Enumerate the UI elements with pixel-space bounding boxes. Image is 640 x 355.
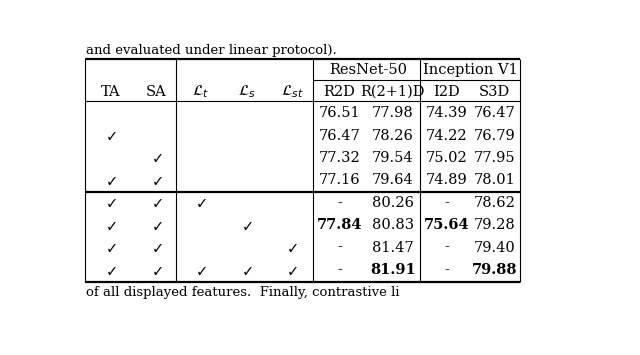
Text: -: - (337, 241, 342, 255)
Text: -: - (337, 196, 342, 210)
Text: 81.91: 81.91 (370, 263, 416, 277)
Text: $\mathcal{L}_t$: $\mathcal{L}_t$ (193, 83, 210, 100)
Text: -: - (444, 196, 449, 210)
Text: $\checkmark$: $\checkmark$ (150, 240, 163, 255)
Text: ResNet-50: ResNet-50 (330, 63, 408, 77)
Text: 77.84: 77.84 (317, 218, 362, 232)
Text: -: - (444, 241, 449, 255)
Text: 81.47: 81.47 (372, 241, 414, 255)
Text: -: - (444, 263, 449, 277)
Text: SA: SA (146, 85, 167, 99)
Text: $\checkmark$: $\checkmark$ (241, 263, 253, 278)
Text: 80.83: 80.83 (372, 218, 414, 232)
Text: $\checkmark$: $\checkmark$ (150, 263, 163, 278)
Text: $\checkmark$: $\checkmark$ (195, 263, 207, 278)
Text: 76.47: 76.47 (319, 129, 360, 143)
Text: $\checkmark$: $\checkmark$ (150, 218, 163, 233)
Text: $\checkmark$: $\checkmark$ (150, 173, 163, 188)
Text: 75.02: 75.02 (426, 151, 467, 165)
Text: and evaluated under linear protocol).: and evaluated under linear protocol). (86, 44, 337, 57)
Text: 77.98: 77.98 (372, 106, 414, 120)
Text: R2D: R2D (323, 85, 355, 99)
Text: S3D: S3D (479, 85, 510, 99)
Text: 78.26: 78.26 (372, 129, 414, 143)
Text: R(2+1)D: R(2+1)D (361, 85, 425, 99)
Text: 80.26: 80.26 (372, 196, 414, 210)
Text: 74.89: 74.89 (426, 173, 467, 187)
Text: $\checkmark$: $\checkmark$ (105, 173, 117, 188)
Text: 78.01: 78.01 (474, 173, 515, 187)
Text: $\checkmark$: $\checkmark$ (105, 128, 117, 143)
Text: $\checkmark$: $\checkmark$ (105, 263, 117, 278)
Text: 78.62: 78.62 (474, 196, 515, 210)
Text: 77.95: 77.95 (474, 151, 515, 165)
Text: $\checkmark$: $\checkmark$ (150, 195, 163, 210)
Text: 79.54: 79.54 (372, 151, 414, 165)
Text: 75.64: 75.64 (424, 218, 469, 232)
Text: 79.88: 79.88 (472, 263, 517, 277)
Text: $\checkmark$: $\checkmark$ (105, 218, 117, 233)
Text: 76.79: 76.79 (474, 129, 515, 143)
Text: TA: TA (101, 85, 121, 99)
Text: 74.39: 74.39 (426, 106, 467, 120)
Text: 76.47: 76.47 (474, 106, 515, 120)
Text: 77.16: 77.16 (319, 173, 360, 187)
Text: $\checkmark$: $\checkmark$ (105, 195, 117, 210)
Text: $\checkmark$: $\checkmark$ (105, 240, 117, 255)
Text: Inception V1: Inception V1 (423, 63, 518, 77)
Text: -: - (337, 263, 342, 277)
Text: 77.32: 77.32 (319, 151, 360, 165)
Text: 79.64: 79.64 (372, 173, 414, 187)
Text: $\mathcal{L}_s$: $\mathcal{L}_s$ (237, 83, 255, 100)
Text: 76.51: 76.51 (319, 106, 360, 120)
Text: $\checkmark$: $\checkmark$ (287, 240, 298, 255)
Text: $\checkmark$: $\checkmark$ (150, 151, 163, 165)
Text: I2D: I2D (433, 85, 460, 99)
Text: 79.28: 79.28 (474, 218, 515, 232)
Text: 79.40: 79.40 (474, 241, 515, 255)
Text: $\checkmark$: $\checkmark$ (195, 195, 207, 210)
Text: 74.22: 74.22 (426, 129, 467, 143)
Text: $\mathcal{L}_{st}$: $\mathcal{L}_{st}$ (281, 83, 304, 100)
Text: of all displayed features.  Finally, contrastive li: of all displayed features. Finally, cont… (86, 286, 400, 299)
Text: $\checkmark$: $\checkmark$ (287, 263, 298, 278)
Text: $\checkmark$: $\checkmark$ (241, 218, 253, 233)
